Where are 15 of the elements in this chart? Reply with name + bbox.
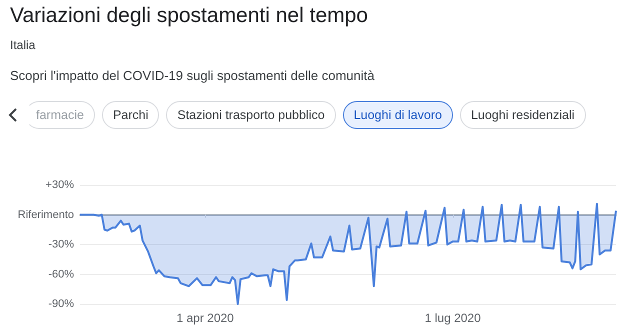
chart-title: Variazioni degli spostamenti nel tempo xyxy=(10,4,368,28)
x-tick-label: 1 apr 2020 xyxy=(176,311,234,325)
text: Scopri l'impatto del COVID-19 sugli spostamenti delle comunità xyxy=(10,68,374,83)
text: Luoghi residenziali xyxy=(460,101,586,129)
text: Stazioni trasporto pubblico xyxy=(166,101,336,129)
chart-subtitle: Italia xyxy=(10,38,36,52)
text: Luoghi di lavoro xyxy=(342,101,453,129)
y-tick-label: -90% xyxy=(48,298,74,310)
y-tick-label: -30% xyxy=(48,238,74,250)
y-tick-label: Riferimento xyxy=(18,208,74,221)
y-tick-label: +30% xyxy=(46,179,74,191)
text: Parchi xyxy=(102,101,160,129)
y-tick-label: -60% xyxy=(48,268,74,280)
x-tick-label: 1 lug 2020 xyxy=(424,311,482,325)
text: farmacie xyxy=(25,101,95,129)
